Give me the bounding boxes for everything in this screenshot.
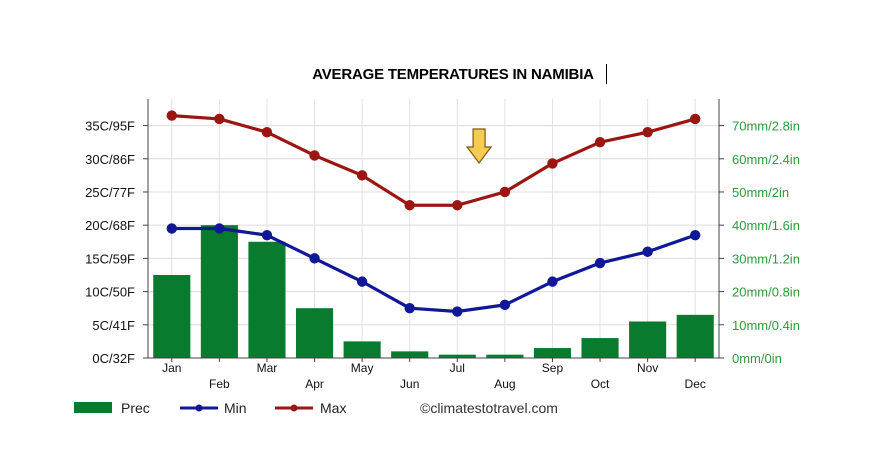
x-tick-label-mar: Mar xyxy=(257,361,278,375)
month-marker xyxy=(465,128,493,164)
right-tick-label: 40mm/1.6in xyxy=(732,218,800,233)
precip-bar-jan xyxy=(153,274,191,358)
legend-max-label: Max xyxy=(320,400,346,416)
min-point-aug xyxy=(499,299,511,311)
left-tick-label: 30C/86F xyxy=(85,152,135,167)
legend-prec-label: Prec xyxy=(121,400,150,416)
x-tick-label-feb: Feb xyxy=(209,377,230,391)
precip-bar-oct xyxy=(581,338,619,358)
legend: Prec Min Max ©climatestotravel.com xyxy=(74,400,558,416)
down-arrow-icon xyxy=(465,128,493,164)
x-tick-label-jun: Jun xyxy=(400,377,419,391)
legend-min-label: Min xyxy=(224,400,247,416)
x-tick-label-dec: Dec xyxy=(685,377,706,391)
max-point-oct xyxy=(594,136,606,148)
right-tick-label: 70mm/2.8in xyxy=(732,119,800,134)
max-point-nov xyxy=(642,127,653,138)
right-tick-label: 60mm/2.4in xyxy=(732,152,800,167)
min-point-jun xyxy=(404,302,415,314)
temperature-lines xyxy=(166,110,701,317)
min-point-nov xyxy=(642,246,653,257)
precip-bar-jul xyxy=(438,354,476,358)
left-tick-label: 15C/59F xyxy=(85,251,135,266)
x-tick-label-oct: Oct xyxy=(591,377,610,391)
max-point-jul xyxy=(452,200,463,211)
max-point-may xyxy=(356,170,368,181)
x-tick-label-jan: Jan xyxy=(162,361,181,375)
legend-min-marker xyxy=(195,404,203,412)
right-tick-label: 10mm/0.4in xyxy=(732,318,800,333)
left-tick-label: 5C/41F xyxy=(92,318,135,333)
right-tick-label: 30mm/1.2in xyxy=(732,251,800,266)
x-tick-label-jul: Jul xyxy=(450,361,465,375)
left-tick-label: 0C/32F xyxy=(92,351,135,366)
left-tick-label: 35C/95F xyxy=(85,119,135,134)
min-point-oct xyxy=(594,257,606,269)
legend-max-marker xyxy=(290,404,298,412)
x-tick-label-may: May xyxy=(351,361,374,375)
text-cursor xyxy=(606,64,607,84)
legend-prec-swatch xyxy=(74,402,112,413)
precip-bar-nov xyxy=(629,321,667,358)
right-tick-label: 0mm/0in xyxy=(732,351,782,366)
min-point-apr xyxy=(309,253,320,264)
chart-title: AVERAGE TEMPERATURES IN NAMIBIA xyxy=(312,66,594,83)
x-tick-label-apr: Apr xyxy=(305,377,324,391)
min-point-jul xyxy=(452,306,463,317)
min-point-jan xyxy=(166,223,177,234)
min-temperature-line xyxy=(171,226,696,314)
max-point-mar xyxy=(261,127,273,138)
min-point-may xyxy=(356,276,368,287)
max-point-jun xyxy=(404,200,415,211)
precip-bar-dec xyxy=(676,314,714,358)
left-tick-label: 20C/68F xyxy=(85,218,135,233)
x-tick-label-aug: Aug xyxy=(494,377,515,391)
max-temperature-line xyxy=(171,114,696,207)
precip-bar-aug xyxy=(486,354,524,358)
right-tick-label: 50mm/2in xyxy=(732,185,789,200)
x-tick-label-nov: Nov xyxy=(637,361,658,375)
chart-axes xyxy=(143,99,724,362)
max-point-dec xyxy=(690,113,701,125)
x-tick-label-sep: Sep xyxy=(542,361,564,375)
min-point-feb xyxy=(214,223,225,234)
precip-bar-apr xyxy=(295,308,334,358)
max-point-feb xyxy=(214,113,225,125)
max-point-apr xyxy=(309,150,320,161)
precipitation-bars xyxy=(153,225,714,358)
credit-text: ©climatestotravel.com xyxy=(420,400,558,416)
precip-bar-may xyxy=(343,341,381,358)
max-point-jan xyxy=(166,110,177,121)
right-tick-label: 20mm/0.8in xyxy=(732,285,800,300)
max-point-sep xyxy=(547,158,558,169)
min-point-mar xyxy=(261,229,273,241)
left-tick-label: 25C/77F xyxy=(85,185,135,200)
precip-bar-feb xyxy=(200,225,238,358)
max-point-aug xyxy=(499,186,511,198)
min-point-dec xyxy=(690,229,701,241)
left-tick-label: 10C/50F xyxy=(85,285,135,300)
precip-bar-mar xyxy=(248,241,286,358)
tick-labels: 0C/32F 5C/41F 10C/50F 15C/59F 20C/68F 25C/77F… xyxy=(85,119,800,391)
precip-bar-sep xyxy=(533,348,572,358)
min-point-sep xyxy=(547,276,558,287)
precip-bar-jun xyxy=(391,351,429,358)
